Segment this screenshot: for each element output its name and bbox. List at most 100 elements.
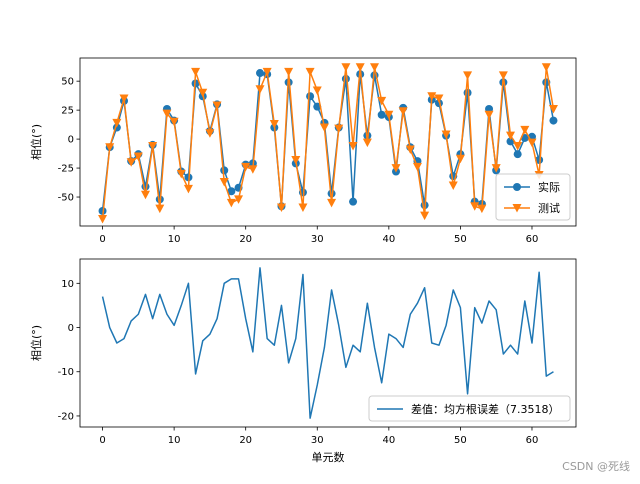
data-point: [441, 130, 451, 139]
legend-box: [368, 395, 571, 422]
x-tick-label: 20: [239, 435, 252, 446]
y-tick-label: 25: [61, 106, 74, 117]
y-tick-label: 0: [68, 323, 74, 334]
data-point: [420, 211, 430, 221]
data-point: [126, 158, 136, 167]
data-point: [341, 63, 351, 72]
legend: 差值：均方根误差（7.3518）: [368, 395, 571, 422]
data-point: [377, 96, 387, 106]
x-tick-label: 10: [168, 435, 181, 446]
y-tick-label: 50: [61, 77, 74, 88]
data-point: [370, 63, 380, 72]
data-point: [470, 202, 480, 211]
data-point: [484, 110, 494, 120]
legend-label: 实际: [538, 180, 560, 194]
data-point: [169, 117, 179, 127]
data-point: [176, 169, 186, 179]
data-point: [498, 71, 508, 80]
data-point: [220, 166, 229, 175]
data-point: [491, 164, 501, 173]
x-tick-label: 60: [526, 435, 539, 446]
data-point: [355, 63, 365, 72]
y-axis-label: 相位(°): [29, 325, 43, 361]
data-point: [183, 184, 193, 194]
y-tick-label: -20: [58, 411, 74, 422]
y-tick-label: 10: [61, 279, 74, 290]
series-line: [101, 267, 554, 419]
data-point: [155, 204, 165, 214]
data-point: [391, 164, 401, 173]
data-point: [227, 187, 236, 196]
data-point: [112, 118, 122, 128]
data-point: [98, 215, 108, 224]
data-point: [455, 154, 465, 164]
data-point: [506, 131, 516, 141]
data-point: [398, 107, 408, 116]
plot-frame: [79, 258, 577, 428]
x-tick-label: 40: [382, 435, 395, 446]
data-point: [133, 152, 143, 161]
chart-panel-2: 0 10 20 30 40 50 60 -20 -10 0 10 相位(°) 单元数 差值：均方根误差（7…: [29, 258, 577, 464]
data-point: [234, 195, 244, 204]
data-point: [312, 86, 322, 95]
y-tick-label: 0: [68, 135, 74, 146]
x-tick-label: 50: [454, 435, 467, 446]
y-tick-label: -50: [58, 193, 74, 204]
series-line: [101, 66, 555, 220]
legend-label: 测试: [538, 202, 560, 215]
data-point: [105, 143, 115, 152]
data-point: [298, 203, 308, 212]
data-point: [448, 181, 458, 190]
data-point: [513, 150, 522, 159]
x-tick-label: 60: [526, 234, 539, 245]
data-point: [219, 177, 229, 187]
data-point: [205, 129, 215, 138]
legend-marker: [513, 183, 521, 191]
data-point: [548, 104, 558, 114]
data-point: [191, 67, 201, 77]
data-point: [276, 203, 286, 212]
data-point: [541, 63, 551, 72]
x-tick-label: 10: [168, 234, 181, 245]
legend-label: 差值：均方根误差（7.3518）: [411, 402, 560, 416]
data-point: [463, 88, 472, 97]
data-point: [513, 142, 523, 151]
data-point: [319, 123, 329, 133]
series-line: [101, 72, 555, 212]
series-1-2: [98, 63, 558, 224]
data-point: [198, 88, 208, 98]
data-point: [256, 69, 265, 78]
data-point: [148, 142, 158, 151]
data-point: [140, 190, 150, 200]
y-tick-label: -10: [58, 367, 74, 378]
data-point: [119, 94, 129, 104]
x-tick-label: 30: [311, 435, 324, 446]
x-tick-label: 30: [311, 234, 324, 245]
legend-marker: [512, 204, 522, 213]
data-point: [162, 109, 172, 119]
data-point: [527, 138, 537, 148]
data-point: [269, 120, 279, 129]
data-point: [520, 125, 530, 135]
data-point: [262, 67, 272, 77]
data-point: [463, 71, 473, 80]
x-tick-label: 0: [99, 435, 105, 446]
watermark: CSDN @死线: [562, 460, 630, 473]
data-point: [434, 94, 444, 104]
data-point: [384, 110, 394, 120]
data-point: [549, 116, 558, 125]
data-point: [306, 92, 315, 101]
data-point: [241, 162, 251, 172]
series-1-1: [98, 69, 558, 215]
data-point: [327, 189, 336, 198]
data-point: [341, 74, 350, 83]
data-point: [305, 67, 315, 77]
data-point: [334, 124, 344, 134]
data-point: [477, 204, 487, 214]
data-point: [255, 85, 265, 94]
data-point: [212, 101, 222, 111]
